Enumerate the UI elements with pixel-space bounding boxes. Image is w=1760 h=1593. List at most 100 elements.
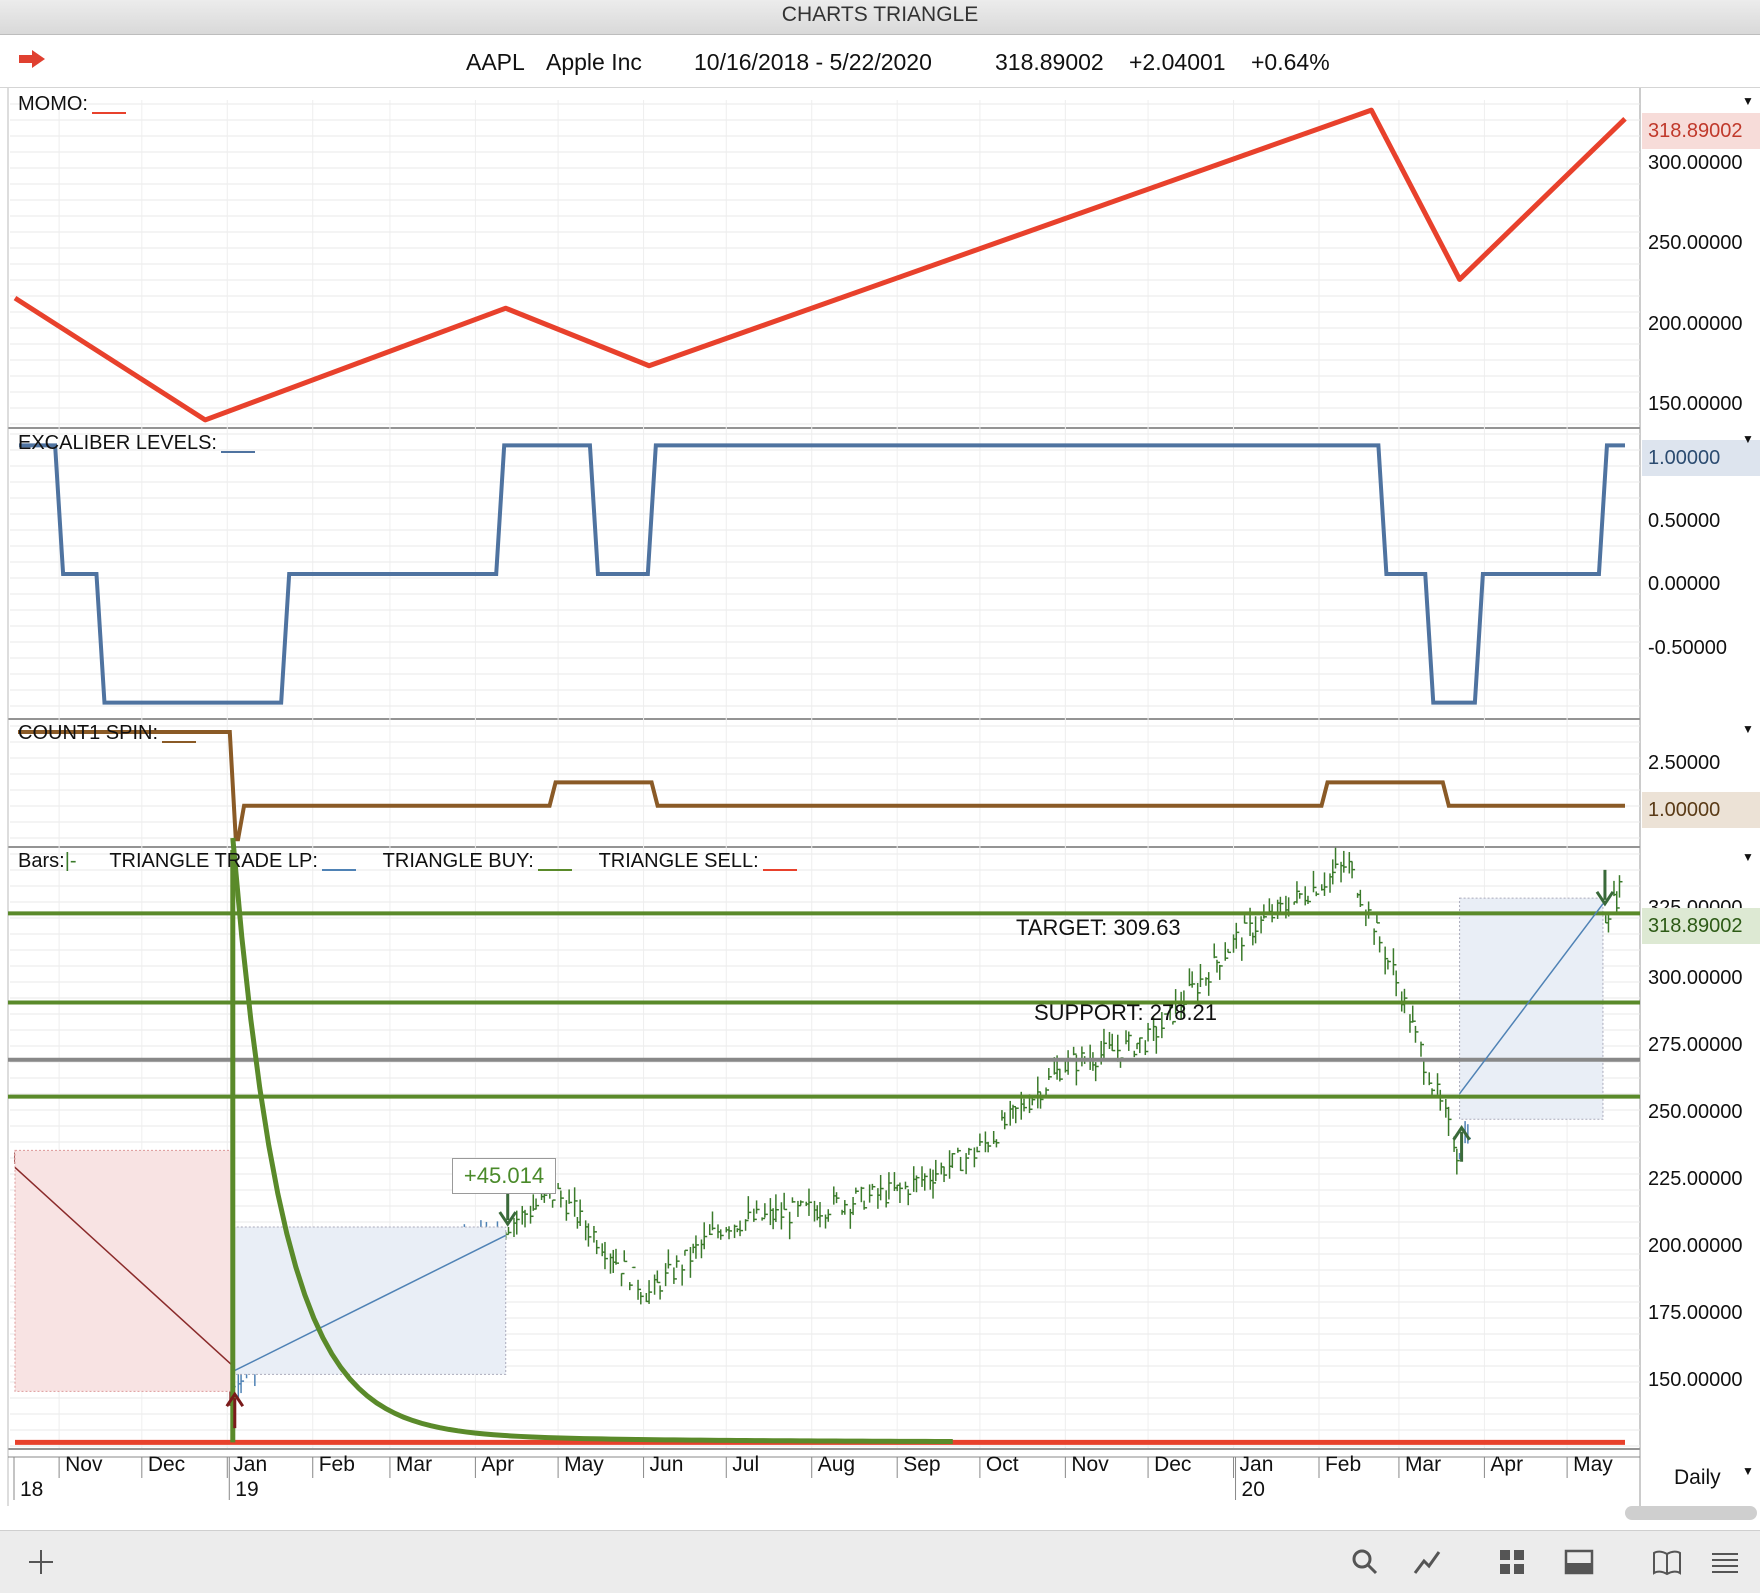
panel-menu-icon[interactable]: ▼ — [1742, 432, 1754, 446]
price-tick: 175.00000 — [1648, 1302, 1743, 1324]
sell-down-arrow — [1595, 869, 1615, 907]
x-tick-label: Jun — [649, 1453, 684, 1476]
window-title: CHARTS TRIANGLE — [0, 0, 1760, 35]
buy-triangle-box — [232, 1226, 507, 1375]
chart-area[interactable] — [0, 88, 1760, 1506]
symbol-ticker[interactable]: AAPL — [466, 49, 525, 75]
panel-menu-icon[interactable]: ▼ — [1742, 94, 1754, 108]
momo-tick: 300.00000 — [1648, 152, 1743, 174]
grid-icon[interactable] — [1497, 1547, 1527, 1577]
count1-swatch — [162, 741, 197, 743]
price-tick: 275.00000 — [1648, 1034, 1743, 1056]
sell-trend-line — [14, 1166, 234, 1367]
excaliber-swatch — [220, 451, 255, 453]
arrow-right-icon[interactable] — [18, 49, 46, 69]
x-tick-label: Sep — [903, 1453, 941, 1476]
buy-up-arrow-head — [1452, 1125, 1471, 1141]
x-tick-label: Jul — [732, 1453, 760, 1476]
excaliber-last-tag: 1.00000 — [1642, 440, 1760, 476]
sell-label: TRIANGLE SELL: — [598, 850, 759, 872]
line-chart-icon[interactable] — [1412, 1547, 1442, 1577]
x-tick-label: Feb — [1324, 1453, 1362, 1476]
excaliber-tick: -0.50000 — [1648, 637, 1727, 659]
momo-label: MOMO: — [18, 93, 88, 115]
excaliber-tick: 0.50000 — [1648, 510, 1721, 532]
interval-caret-icon[interactable]: ▼ — [1742, 1464, 1754, 1478]
x-tick-label: Apr — [1490, 1453, 1524, 1476]
excaliber-legend: EXCALIBER LEVELS: — [18, 432, 255, 455]
support-label: SUPPORT: 278.21 — [1034, 1000, 1218, 1025]
x-tick-label: Jan — [233, 1453, 268, 1476]
symbol-name: Apple Inc — [546, 49, 642, 75]
x-tick-label: Nov — [1071, 1453, 1109, 1476]
momo-tick: 250.00000 — [1648, 232, 1743, 254]
gain-badge: +45.014 — [452, 1158, 556, 1194]
x-tick-label: Feb — [318, 1453, 355, 1476]
price-tick: 200.00000 — [1648, 1235, 1743, 1257]
momo-tick: 200.00000 — [1648, 313, 1743, 335]
panel-menu-icon[interactable]: ▼ — [1742, 850, 1754, 864]
buy-swatch — [537, 869, 572, 871]
x-tick-label: Mar — [395, 1453, 433, 1476]
sell-down-arrow-head — [1595, 891, 1615, 907]
horizontal-scrollbar[interactable] — [1625, 1506, 1757, 1520]
buy-up-arrow — [225, 1391, 245, 1429]
add-icon[interactable] — [26, 1547, 56, 1577]
price-change-pct: +0.64% — [1251, 49, 1330, 75]
menu-icon[interactable] — [1710, 1547, 1740, 1577]
x-tick-label: Jan — [1239, 1453, 1274, 1476]
count1-line — [18, 730, 1625, 842]
price-tick-clipped: 325.00000 — [1648, 897, 1743, 909]
x-year-label: 18 — [20, 1478, 44, 1501]
bottom-toolbar — [0, 1530, 1760, 1593]
price-legend: Bars:|- TRIANGLE TRADE LP: TRIANGLE BUY:… — [18, 850, 797, 873]
interval-selector[interactable]: Daily — [1674, 1466, 1721, 1489]
price-last-tag: 318.89002 — [1642, 908, 1760, 944]
x-tick-label: Aug — [817, 1453, 856, 1476]
momo-tick: 150.00000 — [1648, 393, 1743, 415]
momo-swatch — [92, 112, 126, 114]
bars-label: Bars: — [18, 850, 65, 872]
sell-down-arrow — [498, 1190, 517, 1227]
excaliber-tick: 0.00000 — [1648, 573, 1721, 595]
x-tick-label: Oct — [985, 1453, 1019, 1476]
x-tick-label: Nov — [65, 1453, 103, 1476]
momo-legend: MOMO: — [18, 93, 126, 116]
price-change: +2.04001 — [1129, 49, 1226, 75]
momo-last-tag: 318.89002 — [1642, 113, 1760, 149]
symbol-header: AAPL Apple Inc 10/16/2018 - 5/22/2020 31… — [0, 35, 1760, 88]
sell-triangle-box — [14, 1149, 234, 1392]
search-icon[interactable] — [1350, 1547, 1380, 1577]
x-tick-label: May — [1573, 1453, 1613, 1476]
x-year-label: 20 — [1241, 1478, 1265, 1501]
last-price: 318.89002 — [995, 49, 1104, 75]
x-tick-label: Dec — [1154, 1453, 1192, 1476]
x-tick-label: Mar — [1404, 1453, 1442, 1476]
excaliber-line — [19, 443, 1625, 705]
count1-label: COUNT1 SPIN: — [18, 722, 159, 744]
panel-layout-icon[interactable] — [1564, 1547, 1594, 1577]
bars-mark: |- — [64, 850, 77, 872]
target-label: TARGET: 309.63 — [1016, 915, 1181, 940]
lp-trend-line — [232, 1234, 507, 1373]
date-range[interactable]: 10/16/2018 - 5/22/2020 — [694, 49, 932, 75]
sell-down-arrow-head — [498, 1211, 517, 1227]
book-icon[interactable] — [1652, 1547, 1682, 1577]
lp-label: TRIANGLE TRADE LP: — [109, 850, 318, 872]
x-tick-label: Dec — [147, 1453, 186, 1476]
count1-last-tag: 1.00000 — [1642, 792, 1760, 828]
x-tick-label: May — [564, 1453, 604, 1476]
price-tick: 150.00000 — [1648, 1369, 1743, 1391]
buy-label: TRIANGLE BUY: — [382, 850, 534, 872]
momo-line — [13, 107, 1627, 423]
buy-decay-curve — [230, 837, 953, 1444]
panel-menu-icon[interactable]: ▼ — [1742, 722, 1754, 736]
excaliber-label: EXCALIBER LEVELS: — [18, 432, 217, 454]
lp-trend-line — [1458, 903, 1604, 1095]
count1-tick: 2.50000 — [1648, 752, 1721, 774]
buy-up-arrow-head — [225, 1391, 245, 1407]
x-tick-label: Apr — [481, 1453, 515, 1476]
lp-swatch — [321, 869, 356, 871]
price-tick: 250.00000 — [1648, 1101, 1743, 1123]
buy-up-arrow — [1452, 1125, 1471, 1162]
